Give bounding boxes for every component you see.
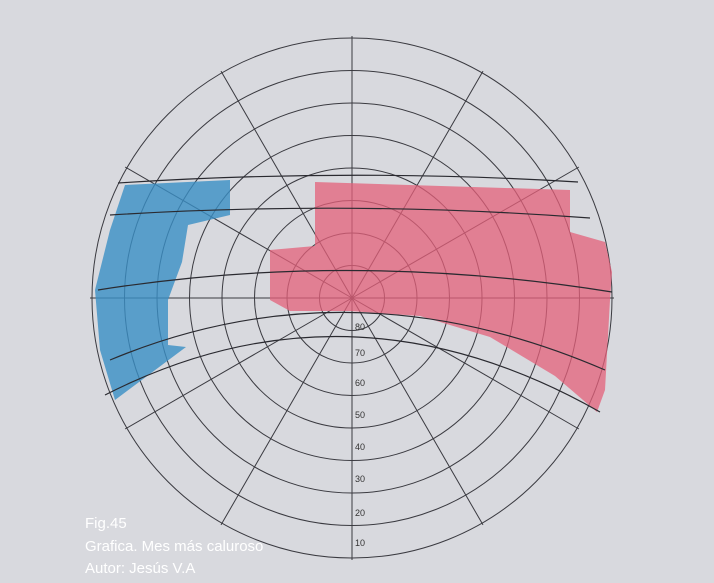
shaded-west (95, 180, 230, 400)
altitude-labels: 80 70 60 50 40 30 20 10 (355, 322, 365, 548)
date-lines (97, 174, 613, 413)
altitude-label: 40 (355, 442, 365, 452)
azimuth-line (351, 297, 484, 526)
altitude-label: 50 (355, 410, 365, 420)
azimuth-line (124, 297, 353, 430)
altitude-label: 20 (355, 508, 365, 518)
figure-number: Fig.45 (85, 515, 127, 532)
altitude-label: 10 (355, 538, 365, 548)
azimuth-line (220, 297, 353, 526)
date-line (117, 174, 579, 184)
date-line (97, 269, 613, 293)
date-line (109, 311, 606, 371)
figure-author: Autor: Jesús V.A (85, 560, 195, 577)
shaded-east (270, 182, 612, 412)
date-line (109, 207, 591, 219)
azimuth-line (351, 297, 580, 430)
date-line (104, 335, 601, 413)
altitude-label: 70 (355, 348, 365, 358)
altitude-label: 80 (355, 322, 365, 332)
altitude-label: 30 (355, 474, 365, 484)
figure-title: Grafica. Mes más caluroso (85, 538, 263, 555)
altitude-label: 60 (355, 378, 365, 388)
